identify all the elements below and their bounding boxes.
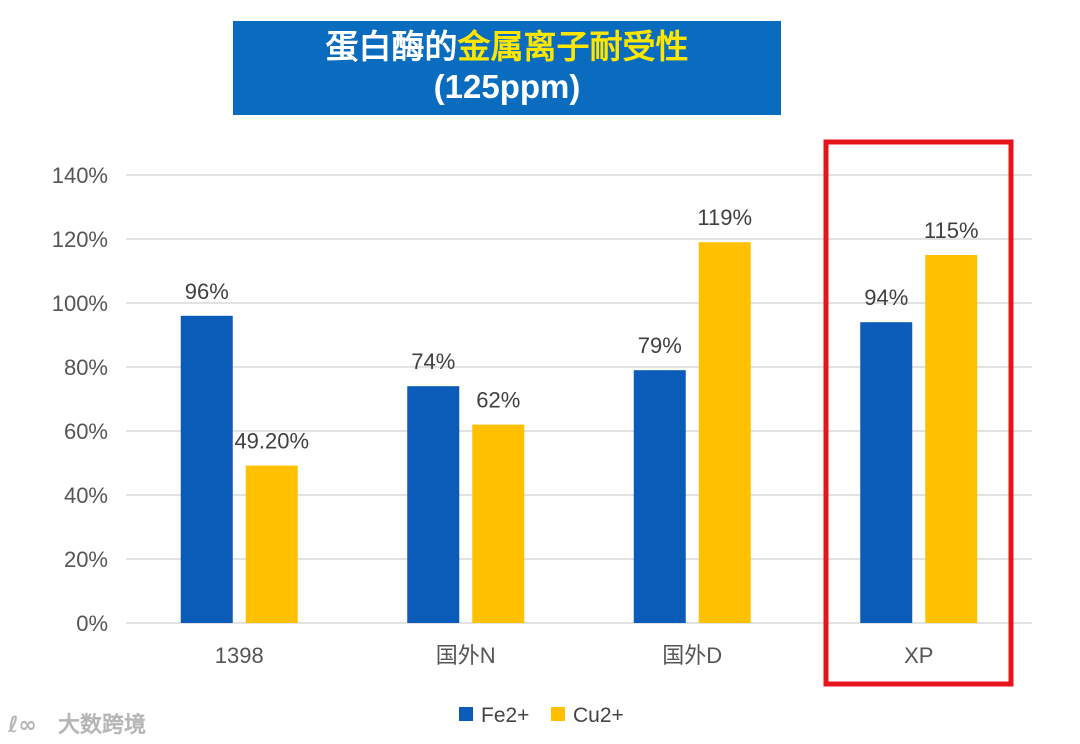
watermark-text: 大数跨境 [58, 713, 147, 738]
data-label: 119% [697, 205, 752, 230]
data-label: 96% [185, 279, 229, 304]
y-tick-label: 140% [52, 163, 108, 188]
bar-Cu2-0 [245, 465, 298, 623]
svg-text:ℓ∞: ℓ∞ [8, 713, 37, 738]
bar-Cu2-3 [925, 255, 978, 623]
y-tick-label: 40% [64, 483, 108, 508]
legend-label: Cu2+ [573, 704, 624, 727]
legend-label: Fe2+ [481, 704, 529, 727]
bar-Fe2-2 [633, 370, 686, 623]
legend: Fe2+ Cu2+ [459, 704, 624, 727]
bar-Cu2-2 [698, 242, 751, 623]
y-tick-label: 0% [76, 611, 108, 636]
title-highlight: 金属离子耐受性 [457, 28, 689, 65]
x-category-label: 1398 [215, 643, 264, 668]
bar-Fe2-3 [860, 322, 913, 623]
y-tick-label: 100% [52, 291, 108, 316]
x-category-label: 国外D [662, 643, 722, 668]
data-label: 94% [864, 285, 908, 310]
y-tick-label: 120% [52, 227, 108, 252]
y-tick-label: 60% [64, 419, 108, 444]
data-label: 62% [476, 388, 520, 413]
data-label: 79% [638, 333, 682, 358]
chart-title-line1: 蛋白酶的金属离子耐受性 [233, 27, 781, 67]
y-axis-ticks: 0% 20% 40% 60% 80% 100% 120% 140% [52, 163, 108, 636]
watermark-logo-icon: ℓ∞ [8, 713, 37, 738]
highlight-box [823, 139, 1014, 687]
bar-Fe2-0 [180, 315, 233, 623]
data-label: 115% [924, 218, 979, 243]
y-tick-label: 80% [64, 355, 108, 380]
title-prefix: 蛋白酶的 [325, 28, 458, 65]
legend-swatch [459, 707, 473, 721]
x-axis-categories: 1398 国外N 国外D XP [215, 643, 934, 668]
watermark: ℓ∞ 大数跨境 [8, 706, 146, 740]
bar-Fe2-1 [407, 386, 460, 623]
bar-Cu2-1 [472, 424, 525, 623]
data-label: 49.20% [234, 429, 309, 454]
data-label: 74% [411, 349, 455, 374]
y-tick-label: 20% [64, 547, 108, 572]
chart-subtitle: (125ppm) [433, 68, 581, 105]
x-category-label: 国外N [436, 643, 496, 668]
legend-swatch [551, 707, 565, 721]
x-category-label: XP [904, 643, 933, 668]
bars [180, 242, 978, 623]
data-labels: 96% 49.20% 74% 62% 79% 119% 94% 115% [185, 205, 979, 453]
chart-title-banner: 蛋白酶的金属离子耐受性 (125ppm) [233, 21, 781, 115]
